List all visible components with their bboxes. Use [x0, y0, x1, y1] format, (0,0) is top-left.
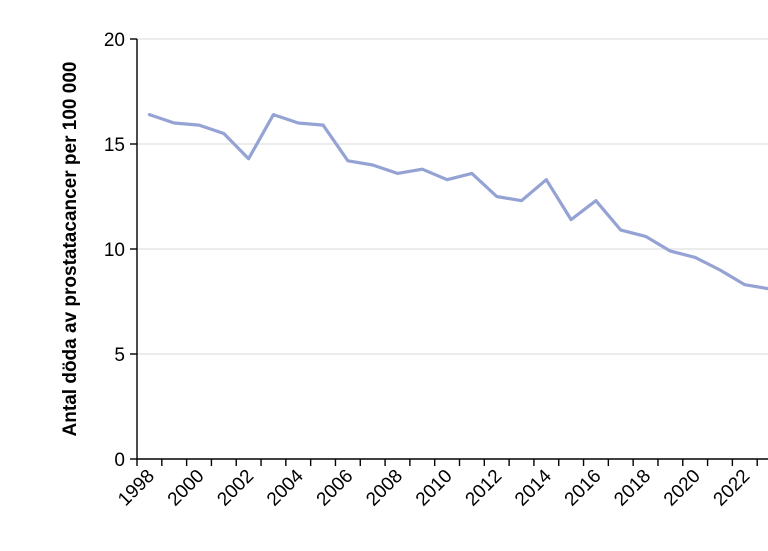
y-tick-label: 0: [114, 450, 125, 471]
x-tick-label: 2014: [511, 465, 556, 510]
x-tick-label: 2022: [710, 466, 755, 511]
x-tick-label: 2006: [313, 466, 358, 511]
x-tick-label: 2018: [610, 466, 655, 511]
y-tick-label: 10: [104, 240, 125, 261]
x-tick-label: 2002: [213, 466, 258, 511]
y-axis-title: Antal döda av prostatacancer per 100 000: [60, 62, 81, 437]
x-tick-label: 2004: [263, 465, 308, 510]
y-tick-label: 15: [104, 135, 125, 156]
x-tick-label: 1998: [114, 466, 159, 511]
data-series: [147, 112, 768, 291]
chart-canvas: Antal döda av prostatacancer per 100 000…: [60, 30, 768, 510]
y-tick-label: 5: [114, 345, 125, 366]
x-tick-label: 2012: [462, 466, 507, 511]
gridlines: [137, 38, 768, 355]
data-line: [147, 112, 768, 291]
y-tick-label: 20: [104, 30, 125, 51]
prostate-cancer-mortality-line-chart: Antal döda av prostatacancer per 100 000…: [40, 16, 768, 535]
axis-tick-labels: 0 5 10 15 20 1998 2000 2002 2004 2006 2008 2010 2012…: [104, 30, 754, 510]
axes: [130, 38, 768, 466]
x-tick-label: 2020: [660, 466, 705, 511]
x-tick-label: 2008: [362, 466, 407, 511]
x-tick-label: 2000: [164, 466, 209, 511]
x-tick-label: 2010: [412, 466, 457, 511]
x-tick-label: 2016: [561, 466, 606, 511]
